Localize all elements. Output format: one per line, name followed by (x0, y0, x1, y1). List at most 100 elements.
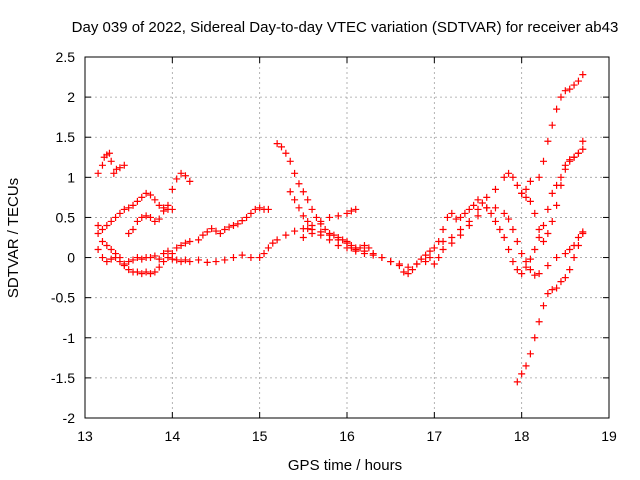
data-point (505, 215, 513, 223)
data-point (352, 205, 360, 213)
data-point (291, 227, 299, 235)
data-point (229, 254, 237, 262)
data-point (570, 254, 578, 262)
data-point (151, 217, 159, 225)
data-point (155, 215, 163, 223)
data-point (129, 256, 137, 264)
data-point (120, 260, 128, 268)
data-point (98, 225, 106, 233)
axis-ticks (84, 56, 610, 419)
data-point (173, 256, 181, 264)
data-point (181, 239, 189, 247)
data-point (561, 165, 569, 173)
data-point (570, 153, 578, 161)
data-point (531, 271, 539, 279)
y-tick-label: 2.5 (56, 49, 76, 65)
y-axis-title: SDTVAR / TECUs (5, 178, 22, 298)
data-point (457, 225, 465, 233)
data-point (557, 181, 565, 189)
data-point (439, 238, 447, 246)
data-point (518, 270, 526, 278)
x-tick-labels: 13 14 15 16 17 18 19 (77, 428, 617, 444)
data-point (548, 217, 556, 225)
data-point (540, 238, 547, 246)
data-point (151, 196, 159, 204)
data-point (286, 157, 294, 165)
data-point (544, 229, 552, 237)
data-point (291, 169, 299, 177)
chart-title: Day 039 of 2022, Sidereal Day-to-day VTE… (72, 19, 619, 36)
data-point (304, 196, 312, 204)
data-point (291, 196, 299, 204)
data-point (518, 250, 526, 258)
data-point (557, 93, 565, 101)
data-point (531, 209, 539, 217)
x-tick-label: 13 (77, 428, 93, 444)
data-point (330, 231, 338, 239)
data-point (509, 173, 517, 181)
data-point (579, 137, 587, 145)
data-point (513, 266, 521, 274)
data-point (181, 172, 189, 180)
data-point (247, 254, 255, 262)
data-point (474, 212, 482, 220)
data-point (94, 221, 102, 229)
data-point (94, 246, 102, 254)
data-point (561, 87, 569, 95)
data-point (103, 258, 111, 266)
data-point (334, 212, 342, 220)
data-point (400, 268, 408, 276)
data-point (155, 255, 163, 263)
x-tick-label: 18 (514, 428, 530, 444)
data-point (155, 263, 163, 271)
data-point (186, 238, 194, 246)
data-point (321, 225, 329, 233)
data-point (561, 250, 569, 258)
data-point (526, 177, 534, 185)
y-tick-label: -1 (63, 330, 76, 346)
data-point (164, 254, 172, 262)
data-point (326, 229, 334, 237)
y-tick-label: -1.5 (51, 370, 75, 386)
data-point (343, 238, 351, 246)
data-point (273, 236, 281, 244)
data-point (308, 229, 316, 237)
data-point (548, 189, 556, 197)
data-point (561, 274, 569, 282)
data-point (535, 270, 543, 278)
data-point (203, 258, 211, 266)
data-point (151, 252, 159, 260)
y-tick-label: -0.5 (51, 290, 75, 306)
data-point (439, 246, 447, 254)
data-point (125, 266, 133, 274)
data-point (522, 362, 530, 370)
data-point (129, 225, 137, 233)
data-point (107, 246, 115, 254)
data-point (422, 251, 430, 259)
data-point (409, 266, 416, 274)
data-point (557, 278, 565, 286)
data-point (295, 204, 303, 212)
data-point (487, 209, 495, 217)
data-point (94, 169, 102, 177)
data-point (500, 173, 508, 181)
x-tick-label: 14 (165, 428, 181, 444)
data-point (526, 255, 534, 263)
data-point (513, 378, 521, 386)
data-point (142, 212, 150, 220)
data-point (544, 262, 552, 270)
data-point (404, 263, 412, 271)
data-point (426, 247, 434, 255)
data-point (103, 242, 111, 250)
data-point (452, 215, 460, 223)
data-point (208, 225, 216, 233)
grid-lines (85, 57, 609, 418)
data-point (142, 268, 150, 276)
data-point (110, 169, 118, 177)
y-tick-label: 0.5 (56, 209, 76, 225)
data-point (448, 234, 456, 241)
data-point (251, 205, 259, 213)
series-b (94, 140, 587, 279)
data-point (177, 258, 185, 266)
